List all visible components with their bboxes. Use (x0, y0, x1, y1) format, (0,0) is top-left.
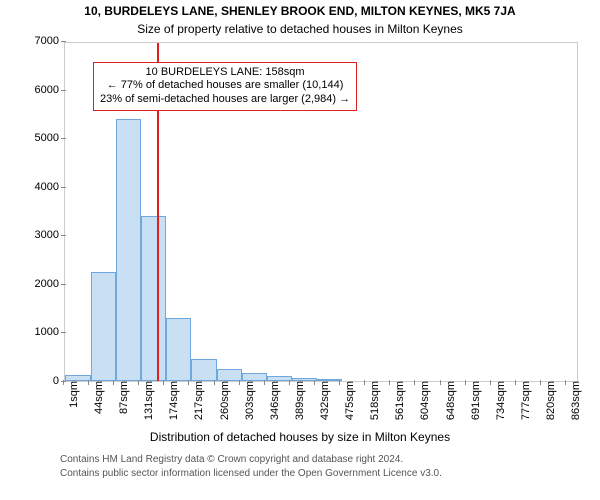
x-tick: 432sqm (313, 381, 331, 420)
histogram-bar (242, 373, 267, 381)
x-tick: 389sqm (288, 381, 306, 420)
chart-subtitle: Size of property relative to detached ho… (0, 22, 600, 36)
x-tick: 131sqm (137, 381, 155, 420)
chart-suptitle: 10, BURDELEYS LANE, SHENLEY BROOK END, M… (0, 4, 600, 18)
x-tick: 217sqm (187, 381, 205, 420)
y-tick: 2000 (17, 278, 65, 290)
callout-box: 10 BURDELEYS LANE: 158sqm← 77% of detach… (93, 62, 357, 111)
x-tick: 346sqm (263, 381, 281, 420)
x-tick: 518sqm (363, 381, 381, 420)
y-tick: 5000 (17, 132, 65, 144)
y-tick: 4000 (17, 181, 65, 193)
x-tick: 260sqm (213, 381, 231, 420)
plot-area: 010002000300040005000600070001sqm44sqm87… (64, 42, 578, 382)
histogram-bar (141, 216, 166, 381)
x-axis-label: Distribution of detached houses by size … (0, 430, 600, 444)
x-tick: 777sqm (514, 381, 532, 420)
x-tick: 648sqm (439, 381, 457, 420)
histogram-bar (116, 119, 142, 381)
callout-line: 10 BURDELEYS LANE: 158sqm (100, 66, 350, 80)
x-tick: 475sqm (338, 381, 356, 420)
callout-line: 23% of semi-detached houses are larger (… (100, 93, 350, 107)
x-tick: 87sqm (112, 381, 130, 414)
y-tick: 3000 (17, 229, 65, 241)
x-tick: 561sqm (388, 381, 406, 420)
histogram-bar (91, 272, 116, 381)
histogram-bar (191, 359, 216, 381)
x-tick: 691sqm (464, 381, 482, 420)
x-tick: 1sqm (62, 381, 80, 408)
histogram-bar (166, 318, 191, 381)
x-tick: 174sqm (162, 381, 180, 420)
footer-line-2: Contains public sector information licen… (60, 468, 442, 479)
histogram-bar (217, 369, 242, 381)
x-tick: 604sqm (413, 381, 431, 420)
x-tick: 303sqm (238, 381, 256, 420)
footer-line-1: Contains HM Land Registry data © Crown c… (60, 454, 403, 465)
y-tick: 1000 (17, 326, 65, 338)
x-tick: 44sqm (87, 381, 105, 414)
y-tick: 7000 (17, 35, 65, 47)
callout-line: ← 77% of detached houses are smaller (10… (100, 79, 350, 93)
y-tick: 6000 (17, 84, 65, 96)
figure: 10, BURDELEYS LANE, SHENLEY BROOK END, M… (0, 0, 600, 500)
x-tick: 863sqm (564, 381, 582, 420)
x-tick: 734sqm (489, 381, 507, 420)
y-tick: 0 (17, 375, 65, 387)
x-tick: 820sqm (539, 381, 557, 420)
